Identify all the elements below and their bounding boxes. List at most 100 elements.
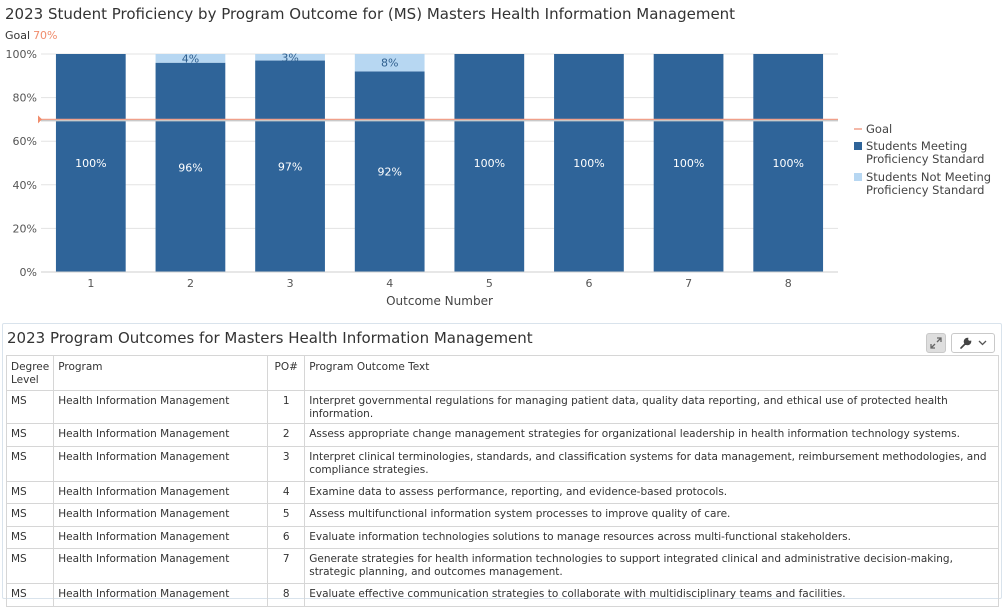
data-label-meeting: 100% bbox=[673, 157, 704, 170]
cell-outcome-text: Interpret clinical terminologies, standa… bbox=[304, 445, 999, 482]
cell-outcome-text: Evaluate effective communication strateg… bbox=[304, 583, 999, 607]
cell-po: 4 bbox=[267, 480, 306, 505]
x-tick-label: 3 bbox=[287, 277, 294, 290]
goal-caption: Goal 70% bbox=[5, 29, 58, 42]
bar-meeting bbox=[354, 71, 425, 272]
bar-meeting bbox=[454, 54, 525, 272]
cell-po: 8 bbox=[267, 583, 306, 607]
y-tick-label: 80% bbox=[13, 92, 37, 105]
cell-po: 1 bbox=[267, 390, 306, 424]
cell-po: 6 bbox=[267, 525, 306, 550]
proficiency-chart: 0% 20% 40% 60% 80% 100% 100% 1 96% 4% 2 97% 3% 3 92% 8%… bbox=[6, 48, 992, 308]
settings-menu-button[interactable] bbox=[951, 333, 995, 353]
cell-po: 7 bbox=[267, 548, 306, 585]
expand-button[interactable] bbox=[926, 333, 946, 353]
header-po-number[interactable]: PO# bbox=[267, 355, 306, 391]
chart-title: 2023 Student Proficiency by Program Outc… bbox=[5, 5, 736, 23]
y-tick-label: 100% bbox=[6, 48, 37, 61]
bar-meeting bbox=[55, 54, 126, 272]
bar-not-meeting bbox=[255, 54, 325, 61]
x-tick-label: 1 bbox=[87, 277, 94, 290]
cell-program: Health Information Management bbox=[53, 503, 269, 527]
cell-outcome-text: Examine data to assess performance, repo… bbox=[304, 480, 999, 505]
bar-meeting bbox=[753, 54, 824, 272]
outcomes-table: Degree Level Program PO# Program Outcome… bbox=[5, 355, 999, 607]
y-tick-label: 60% bbox=[13, 135, 37, 148]
cell-program: Health Information Management bbox=[53, 390, 269, 424]
expand-icon bbox=[930, 337, 942, 349]
table-row: MS Health Information Management 1 Inter… bbox=[5, 390, 999, 424]
header-program[interactable]: Program bbox=[53, 355, 269, 391]
wrench-icon bbox=[960, 337, 972, 349]
cell-outcome-text: Interpret governmental regulations for m… bbox=[304, 390, 999, 424]
cell-degree: MS bbox=[5, 503, 55, 527]
goal-caption-label: Goal bbox=[5, 29, 31, 42]
table-row: MS Health Information Management 2 Asses… bbox=[5, 423, 999, 447]
goal-marker bbox=[38, 115, 42, 124]
table-row: MS Health Information Management 6 Evalu… bbox=[5, 525, 999, 550]
bar-meeting bbox=[554, 54, 624, 272]
outcomes-panel: 2023 Program Outcomes for Masters Health… bbox=[2, 323, 1002, 607]
panel-tools bbox=[926, 333, 995, 355]
header-degree-level[interactable]: Degree Level bbox=[5, 355, 55, 391]
cell-program: Health Information Management bbox=[53, 480, 269, 505]
data-label-meeting: 96% bbox=[178, 161, 202, 174]
table-row: MS Health Information Management 5 Asses… bbox=[5, 503, 999, 527]
cell-outcome-text: Evaluate information technologies soluti… bbox=[304, 525, 999, 550]
data-label-not-meeting: 3% bbox=[281, 51, 298, 64]
y-tick-label: 0% bbox=[20, 266, 37, 279]
data-label-meeting: 92% bbox=[377, 166, 401, 179]
cell-outcome-text: Generate strategies for health informati… bbox=[304, 548, 999, 585]
cell-outcome-text: Assess appropriate change management str… bbox=[304, 423, 999, 447]
bar-not-meeting bbox=[354, 54, 425, 72]
y-tick-label: 20% bbox=[13, 222, 37, 235]
x-tick-label: 2 bbox=[187, 277, 194, 290]
bar-meeting bbox=[653, 54, 724, 272]
cell-program: Health Information Management bbox=[53, 548, 269, 585]
legend-goal-label: Goal bbox=[866, 122, 892, 136]
cell-program: Health Information Management bbox=[53, 445, 269, 482]
cell-degree: MS bbox=[5, 583, 55, 607]
goal-caption-value: 70% bbox=[33, 29, 58, 42]
data-label-meeting: 100% bbox=[573, 157, 604, 170]
data-label-meeting: 97% bbox=[278, 160, 302, 173]
cell-degree: MS bbox=[5, 423, 55, 447]
cell-po: 3 bbox=[267, 445, 306, 482]
y-tick-label: 40% bbox=[13, 179, 37, 192]
table-header-row: Degree Level Program PO# Program Outcome… bbox=[5, 355, 999, 391]
cell-degree: MS bbox=[5, 480, 55, 505]
cell-degree: MS bbox=[5, 525, 55, 550]
data-label-not-meeting: 8% bbox=[381, 57, 398, 70]
data-label-meeting: 100% bbox=[772, 157, 803, 170]
cell-program: Health Information Management bbox=[53, 525, 269, 550]
cell-program: Health Information Management bbox=[53, 583, 269, 607]
cell-outcome-text: Assess multifunctional information syste… bbox=[304, 503, 999, 527]
table-row: MS Health Information Management 4 Exami… bbox=[5, 480, 999, 505]
legend-meeting-swatch bbox=[854, 142, 862, 150]
cell-degree: MS bbox=[5, 548, 55, 585]
bar-not-meeting bbox=[155, 54, 226, 63]
x-tick-label: 6 bbox=[585, 277, 592, 290]
data-label-meeting: 100% bbox=[75, 157, 106, 170]
bar-meeting bbox=[255, 60, 325, 272]
x-tick-label: 5 bbox=[486, 277, 493, 290]
chevron-down-icon bbox=[978, 340, 987, 346]
legend-meeting-label: Students Meeting Proficiency Standard bbox=[866, 139, 984, 166]
legend-not-meeting-label: Students Not Meeting Proficiency Standard bbox=[866, 170, 991, 197]
table-row: MS Health Information Management 8 Evalu… bbox=[5, 583, 999, 607]
header-outcome-text[interactable]: Program Outcome Text bbox=[304, 355, 999, 391]
data-label-meeting: 100% bbox=[474, 157, 505, 170]
cell-program: Health Information Management bbox=[53, 423, 269, 447]
x-tick-label: 8 bbox=[785, 277, 792, 290]
cell-po: 5 bbox=[267, 503, 306, 527]
legend-not-meeting-swatch bbox=[854, 173, 862, 181]
chart-region: 0% 20% 40% 60% 80% 100% 100% 1 96% 4% 2 97% 3% 3 92% 8%… bbox=[5, 5, 992, 308]
bar-meeting bbox=[155, 62, 226, 272]
x-axis-title: Outcome Number bbox=[386, 294, 493, 308]
table-row: MS Health Information Management 7 Gener… bbox=[5, 548, 999, 585]
cell-degree: MS bbox=[5, 445, 55, 482]
x-tick-label: 7 bbox=[685, 277, 692, 290]
x-tick-label: 4 bbox=[386, 277, 393, 290]
cell-po: 2 bbox=[267, 423, 306, 447]
cell-degree: MS bbox=[5, 390, 55, 424]
